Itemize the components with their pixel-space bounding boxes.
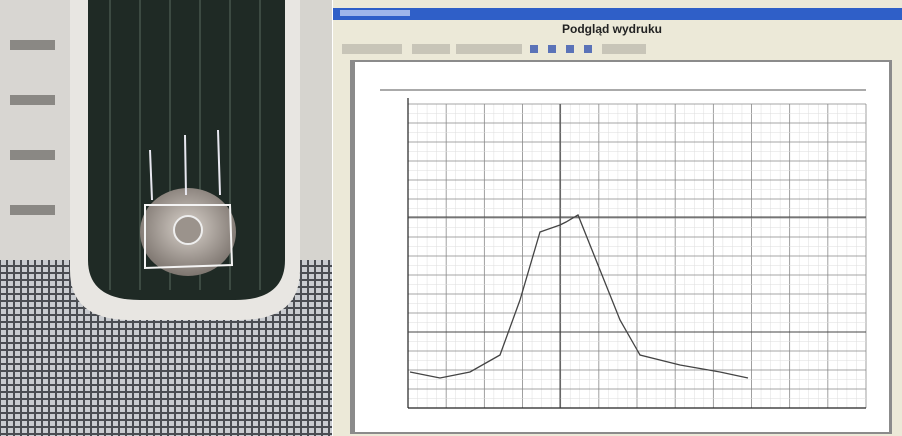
toolbar-button[interactable]	[412, 44, 450, 54]
title-bar-caption	[340, 10, 410, 16]
plot-area	[407, 98, 867, 409]
window-title: Podgląd wydruku	[562, 22, 662, 36]
photo	[0, 0, 332, 436]
nav-next[interactable]	[566, 45, 574, 53]
toolbar-button[interactable]	[602, 44, 646, 54]
title-bar	[333, 8, 902, 20]
nav-prev[interactable]	[548, 45, 556, 53]
toolbar-button[interactable]	[456, 44, 522, 54]
nav-last[interactable]	[584, 45, 592, 53]
toolbar	[342, 44, 646, 54]
toolbar-button[interactable]	[342, 44, 402, 54]
trace-line	[409, 214, 749, 379]
nav-first[interactable]	[530, 45, 538, 53]
app-window: Podgląd wydruku	[333, 0, 902, 436]
